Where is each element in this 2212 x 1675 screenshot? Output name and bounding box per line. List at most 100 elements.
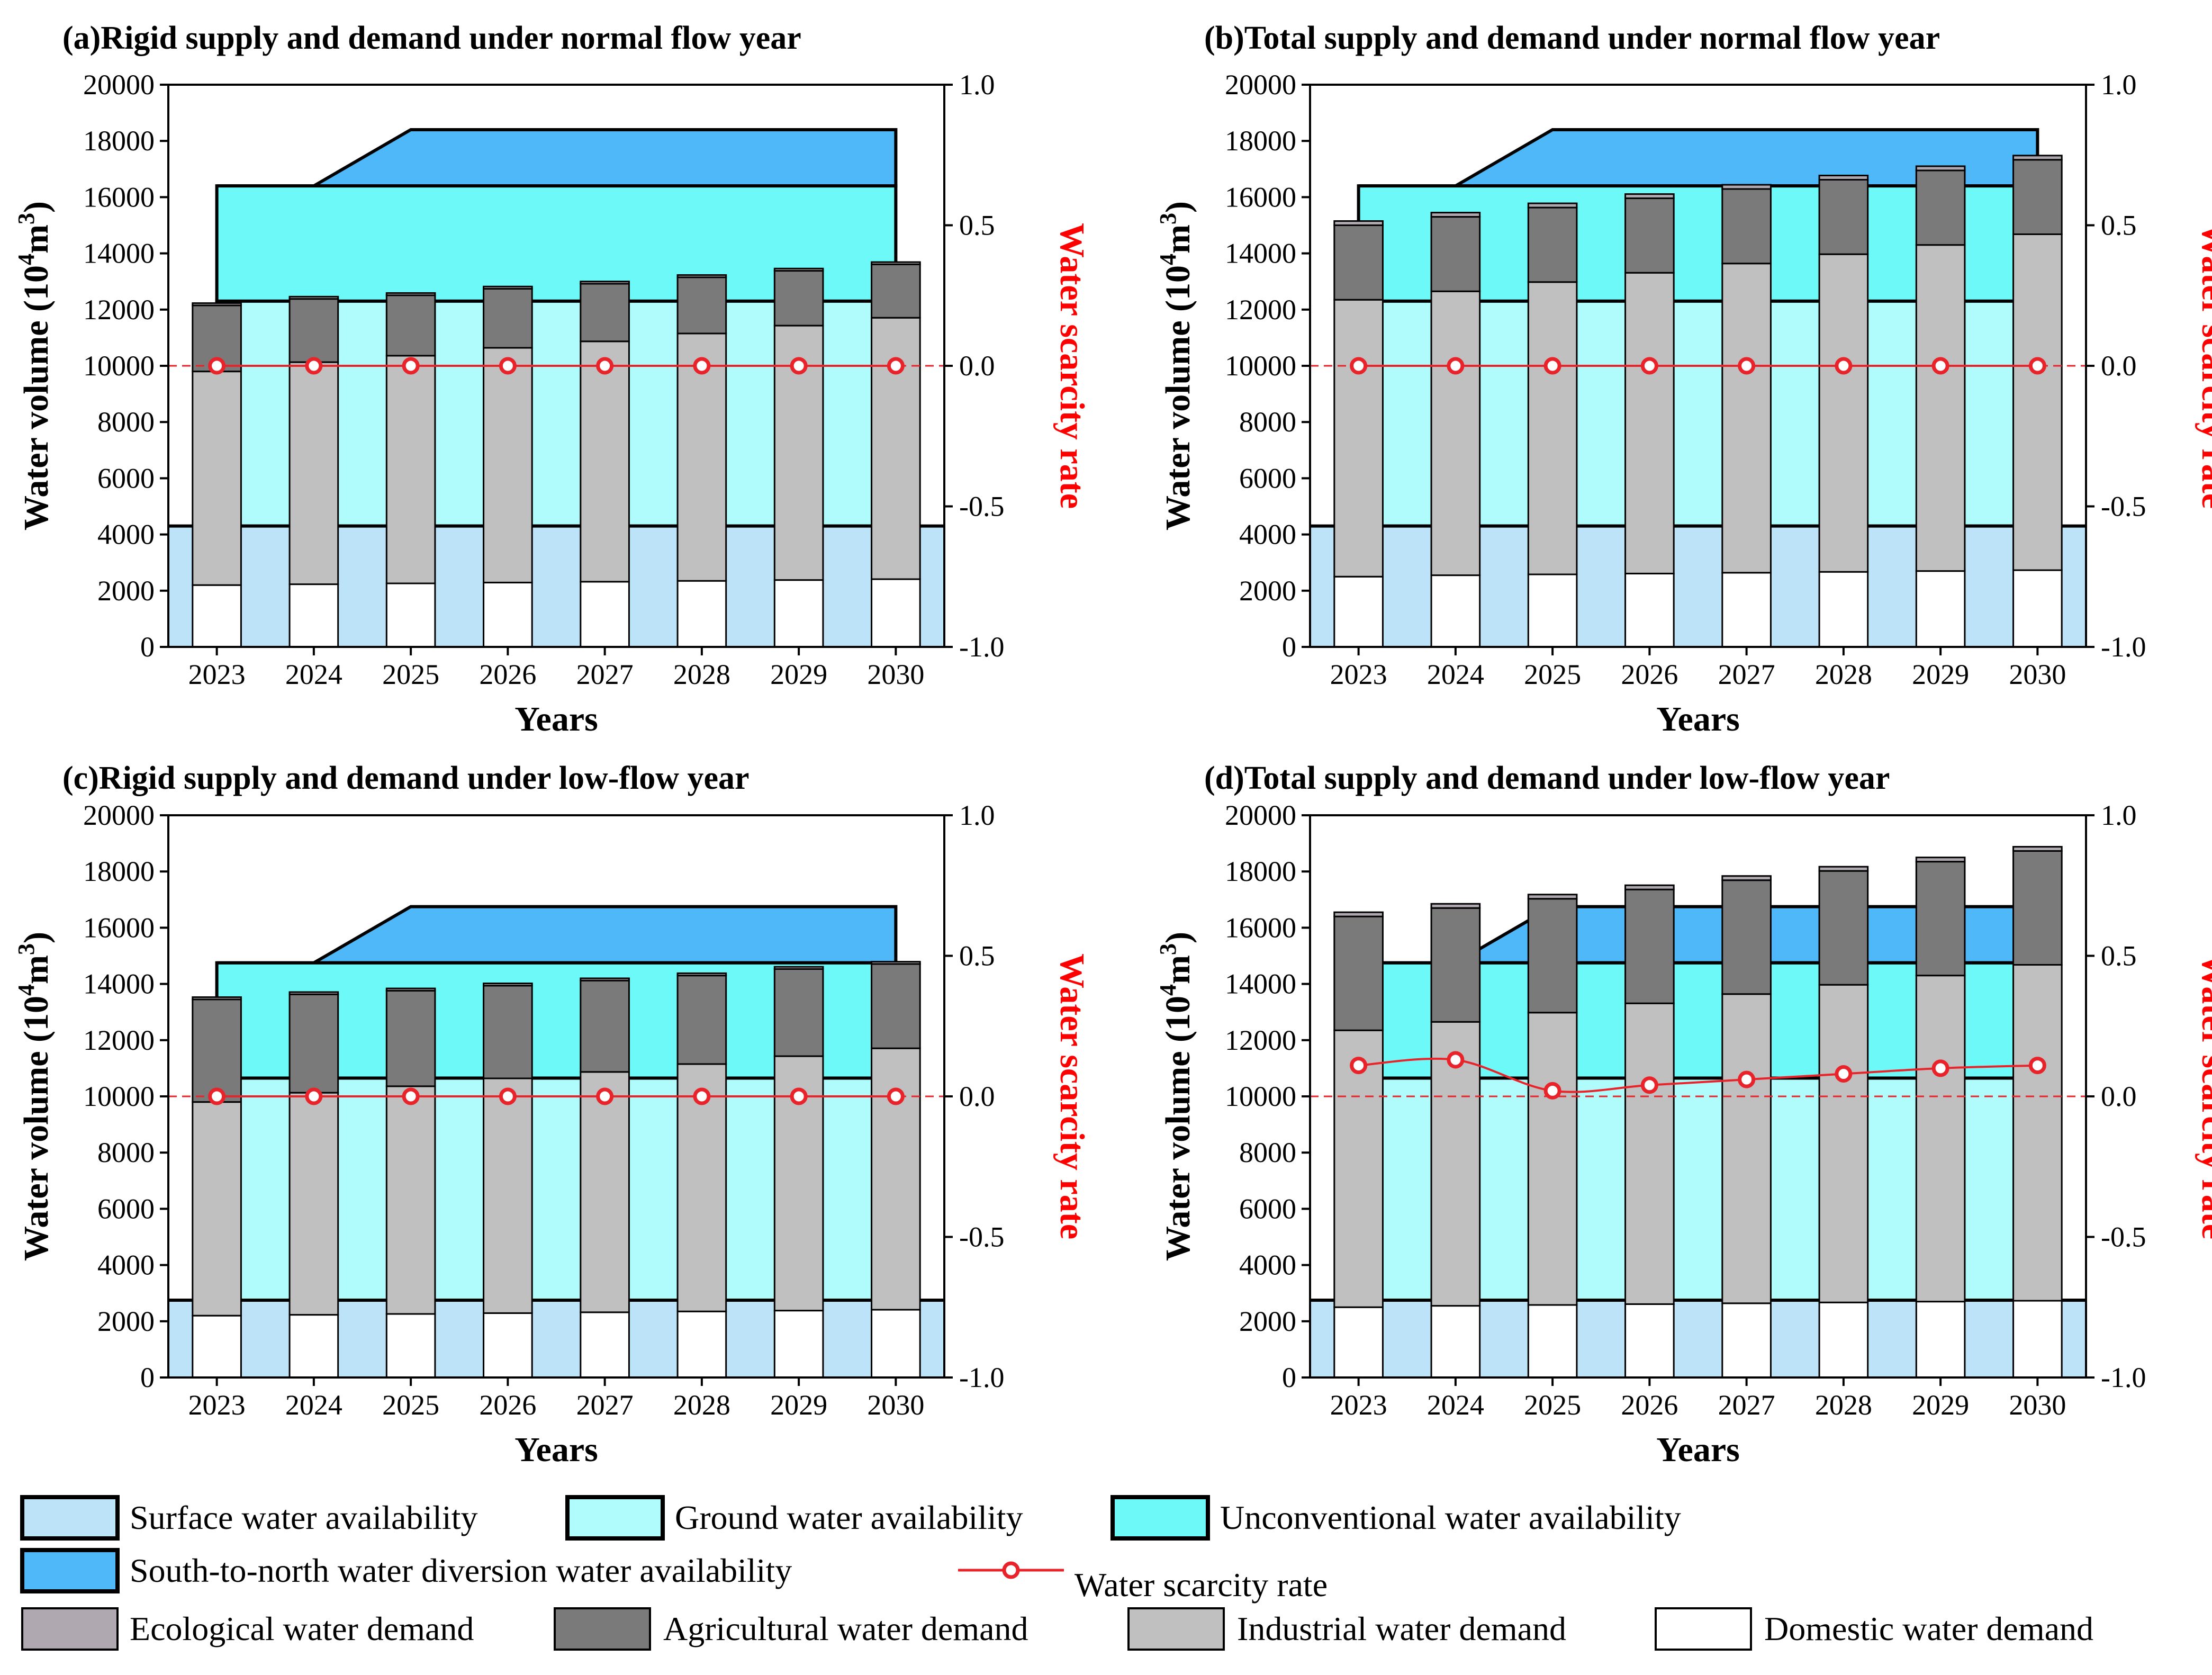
y-tick-label: 18000	[1225, 855, 1296, 887]
y-tick-label: 4000	[1239, 519, 1296, 551]
bar-ecological-2023	[192, 302, 242, 307]
y-axis-label: Water volume (104m3)	[1155, 932, 1197, 1261]
y-axis-label-close: )	[1159, 201, 1197, 213]
y-axis-label-unit: m	[1159, 955, 1197, 984]
scarcity-point-2029	[790, 1087, 808, 1105]
x-tick-label-2023: 2023	[1330, 659, 1387, 690]
y-axis-label-main: Water volume (10	[1159, 996, 1197, 1261]
scarcity-point-2030	[2028, 357, 2046, 375]
y2-axis-label: Water scarcity rate	[2195, 223, 2212, 509]
y-tick-label: 14000	[1225, 968, 1296, 1000]
legend-label-industrial: Industrial water demand	[1237, 1610, 1566, 1647]
y2-tick-label: 1.0	[2101, 799, 2137, 831]
bar-agricultural-2025	[385, 294, 436, 357]
y-tick-label: 20000	[83, 69, 155, 101]
x-axis-label: Years	[1656, 1430, 1740, 1469]
y-tick-label: 6000	[97, 462, 155, 494]
bar-domestic-2028	[1818, 1301, 1869, 1379]
bar-domestic-2026	[1624, 572, 1675, 648]
bar-domestic-2030	[2012, 569, 2063, 648]
y-axis-label-sup: 4	[1155, 984, 1181, 996]
y2-tick-label: 0.5	[959, 210, 995, 241]
x-tick-label-2025: 2025	[382, 659, 439, 690]
y-axis-label-sup2: 3	[1155, 943, 1181, 955]
x-tick-label-2025: 2025	[382, 1389, 439, 1421]
y-tick-label: 0	[140, 631, 155, 663]
bar-industrial-2029	[1915, 244, 1966, 572]
legend-swatch-unconventional	[1110, 1495, 1210, 1541]
bar-ecological-2029	[1915, 165, 1966, 172]
scarcity-point-2028	[693, 357, 711, 375]
scarcity-point-2028	[1835, 357, 1853, 375]
x-tick-label-2025: 2025	[1524, 1389, 1581, 1421]
legend-swatch-surface	[20, 1495, 120, 1541]
bar-domestic-2030	[2012, 1300, 2063, 1379]
y-tick-label: 14000	[83, 968, 155, 1000]
y-tick-label: 12000	[83, 294, 155, 326]
chart-panel-c: (c)Rigid supply and demand under low-flo…	[13, 760, 1091, 1469]
bar-ecological-2026	[483, 285, 533, 290]
y-tick-label: 2000	[97, 1305, 155, 1337]
bar-agricultural-2029	[1915, 861, 1966, 977]
bar-agricultural-2023	[192, 998, 242, 1103]
y-tick-label: 8000	[1239, 406, 1296, 438]
x-tick-label-2027: 2027	[1718, 659, 1775, 690]
x-tick-label-2024: 2024	[1427, 659, 1484, 690]
bar-agricultural-2027	[580, 283, 630, 343]
bar-industrial-2030	[871, 317, 921, 580]
bar-industrial-2027	[1721, 263, 1772, 574]
bar-industrial-2023	[192, 1101, 242, 1317]
bar-ecological-2030	[2012, 155, 2063, 161]
y2-tick-label: -0.5	[959, 491, 1004, 523]
scarcity-point-2028	[693, 1087, 711, 1105]
bar-agricultural-2025	[385, 989, 436, 1087]
y2-tick-label: 0.0	[959, 350, 995, 382]
bar-ecological-2028	[676, 972, 727, 977]
x-tick-label-2026: 2026	[479, 659, 536, 690]
y-tick-label: 10000	[1225, 1080, 1296, 1112]
x-tick-label-2030: 2030	[2009, 1389, 2066, 1421]
bar-domestic-2024	[288, 583, 339, 648]
bar-industrial-2024	[288, 361, 339, 586]
y-tick-label: 14000	[83, 238, 155, 269]
legend: Surface water availability Ground water …	[20, 1495, 2093, 1651]
area-diversion	[216, 128, 898, 188]
scarcity-point-2027	[596, 357, 614, 375]
y2-tick-label: 0.5	[2101, 210, 2137, 241]
x-tick-label-2028: 2028	[1815, 659, 1872, 690]
bar-agricultural-2026	[1624, 888, 1675, 1004]
x-tick-label-2029: 2029	[1912, 1389, 1969, 1421]
y2-axis-label: Water scarcity rate	[1053, 223, 1091, 509]
y2-axis-label: Water scarcity rate	[1053, 953, 1091, 1239]
bar-domestic-2024	[288, 1314, 339, 1379]
bar-agricultural-2026	[483, 985, 533, 1079]
bar-agricultural-2029	[773, 968, 824, 1057]
scarcity-point-2029	[1931, 1059, 1949, 1077]
bar-domestic-2027	[580, 1311, 630, 1379]
legend-label-unconventional: Unconventional water availability	[1220, 1499, 1681, 1536]
bar-ecological-2030	[2012, 845, 2063, 852]
chart-panel-a: (a)Rigid supply and demand under normal …	[13, 20, 1091, 739]
bar-ecological-2028	[676, 274, 727, 278]
bar-domestic-2026	[483, 1312, 533, 1379]
chart-panel-b: (b)Total supply and demand under normal …	[1155, 20, 2212, 739]
bar-industrial-2026	[1624, 272, 1675, 574]
bar-agricultural-2026	[483, 288, 533, 349]
x-tick-label-2026: 2026	[1621, 1389, 1678, 1421]
bar-industrial-2024	[1430, 290, 1481, 577]
bar-agricultural-2027	[1721, 188, 1772, 265]
bar-domestic-2024	[1430, 1305, 1481, 1379]
bar-industrial-2025	[385, 355, 436, 584]
scarcity-point-2026	[499, 1087, 517, 1105]
y-tick-label: 6000	[97, 1193, 155, 1224]
scarcity-point-2025	[1543, 1082, 1561, 1100]
area-surface	[1310, 526, 2086, 647]
x-tick-label-2023: 2023	[188, 1389, 246, 1421]
bar-ecological-2025	[385, 987, 436, 992]
bar-domestic-2029	[1915, 570, 1966, 648]
y-axis-label-sup: 4	[1155, 254, 1181, 265]
scarcity-point-2027	[1738, 357, 1756, 375]
bar-ecological-2023	[1333, 220, 1384, 227]
bar-agricultural-2028	[676, 975, 727, 1065]
scarcity-point-2025	[402, 357, 420, 375]
